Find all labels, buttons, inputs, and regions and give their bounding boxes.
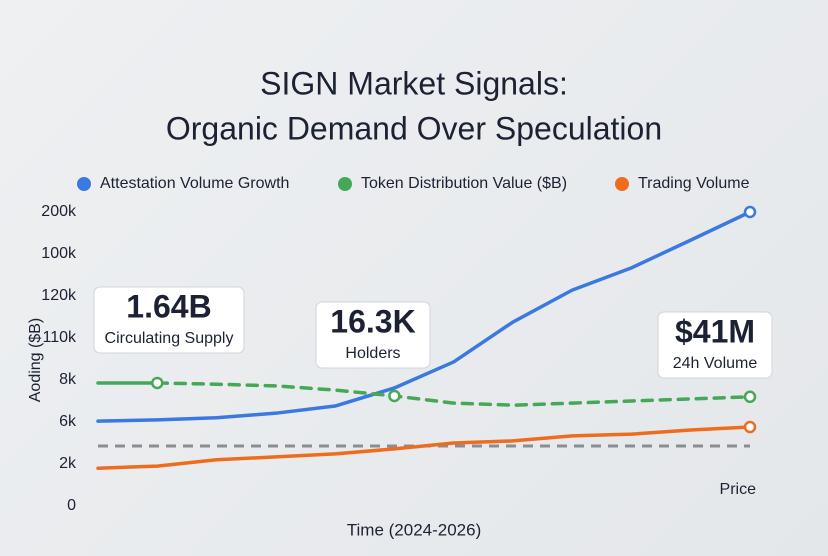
annotation-box xyxy=(657,311,773,379)
annotation-value: 1.64B xyxy=(126,288,211,324)
annotation-value: $41M xyxy=(675,313,755,349)
point-marker xyxy=(388,389,401,403)
y-tick-label: 120k xyxy=(41,287,77,304)
series-line xyxy=(96,425,752,470)
legend-swatch xyxy=(338,177,352,191)
y-axis-label: Aoding ($B) xyxy=(27,318,44,403)
legend-label: Attestation Volume Growth xyxy=(100,175,289,192)
side-label: Price xyxy=(720,481,757,498)
annotation-box xyxy=(315,301,431,369)
legend-swatch xyxy=(77,177,91,191)
legend-label: Trading Volume xyxy=(638,175,750,192)
y-tick-label: 6k xyxy=(59,413,77,430)
annotation-value: 16.3K xyxy=(330,303,415,339)
annotation-label: Circulating Supply xyxy=(105,330,234,347)
y-tick-label: 100k xyxy=(41,245,77,262)
chart-title: SIGN Market Signals: xyxy=(260,65,568,101)
annotation-label: 24h Volume xyxy=(673,355,758,372)
chart-title: Organic Demand Over Speculation xyxy=(166,110,662,146)
y-tick-label: 2k xyxy=(59,455,77,472)
y-tick-label: 110k xyxy=(42,329,77,346)
legend-label: Token Distribution Value ($B) xyxy=(361,175,567,192)
legend-swatch xyxy=(615,177,629,191)
annotation-label: Holders xyxy=(345,345,400,362)
y-tick-label: 200k xyxy=(41,203,77,220)
point-marker xyxy=(743,205,757,219)
point-marker xyxy=(743,390,757,404)
series-line xyxy=(96,210,752,423)
point-marker xyxy=(743,420,757,434)
y-tick-label: 8k xyxy=(59,371,77,388)
series-line xyxy=(155,381,752,407)
annotation-box xyxy=(93,286,245,354)
point-marker xyxy=(151,376,164,390)
y-tick-label: 0 xyxy=(67,497,76,514)
x-axis-label: Time (2024-2026) xyxy=(347,520,482,539)
